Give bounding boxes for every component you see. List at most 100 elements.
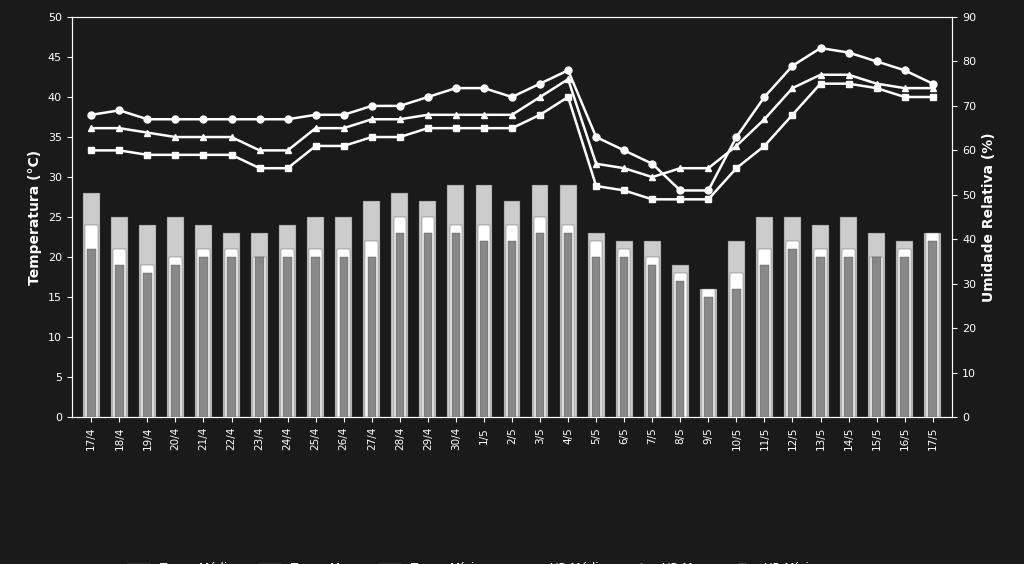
Bar [420,201,436,417]
Bar [590,241,602,417]
UR Mínima [393,134,406,140]
Bar [674,273,686,417]
UR Mínima [534,112,546,118]
UR Média [338,125,350,131]
Bar [253,257,266,417]
Bar [225,249,238,417]
UR Mínima [85,147,97,154]
Bar [534,217,547,417]
Bar [870,257,883,417]
UR Média [927,85,939,91]
Bar [900,257,909,417]
Y-axis label: Umidade Relativa (%): Umidade Relativa (%) [982,133,995,302]
Bar [475,185,493,417]
Bar [251,233,268,417]
UR Média [730,143,742,149]
UR Mínima [562,94,574,100]
UR Max [534,80,546,87]
Bar [845,257,853,417]
Bar [929,241,937,417]
Bar [227,257,236,417]
Bar [198,249,210,417]
Bar [842,249,855,417]
UR Média [562,76,574,82]
Bar [872,257,881,417]
UR Max [814,45,826,51]
Legend: Temp. Média, Temp. Max, Temp. Mínima, UR Média, UR Max, UR Mínima: Temp. Média, Temp. Max, Temp. Mínima, UR… [122,557,831,564]
UR Mínima [198,152,210,158]
UR Média [141,129,154,136]
UR Mínima [422,125,434,131]
UR Max [85,112,97,118]
UR Mínima [141,152,154,158]
UR Max [843,49,855,56]
UR Média [450,112,462,118]
UR Max [590,134,602,140]
Bar [588,233,604,417]
Bar [115,265,124,417]
UR Média [646,174,658,180]
Bar [480,241,488,417]
Bar [536,233,544,417]
UR Média [85,125,97,131]
Bar [531,185,549,417]
UR Max [198,116,210,122]
UR Mínima [843,80,855,87]
Bar [644,241,660,417]
Bar [560,185,577,417]
Bar [87,249,95,417]
UR Mínima [366,134,378,140]
Bar [562,225,574,417]
Bar [113,249,126,417]
Bar [447,185,464,417]
UR Max [338,112,350,118]
Bar [424,233,432,417]
Bar [728,241,744,417]
UR Max [309,112,322,118]
Bar [786,241,799,417]
UR Média [366,116,378,122]
UR Mínima [702,196,715,202]
UR Mínima [114,147,126,154]
Bar [504,201,520,417]
Bar [139,225,156,417]
Bar [141,265,154,417]
Bar [450,225,462,417]
UR Média [422,112,434,118]
UR Média [309,125,322,131]
Bar [814,249,826,417]
UR Mínima [225,152,238,158]
UR Média [674,165,686,171]
Bar [368,257,376,417]
UR Mínima [898,94,910,100]
Bar [196,225,212,417]
Bar [840,217,857,417]
UR Max [366,103,378,109]
Line: UR Max: UR Max [88,45,936,194]
UR Média [898,85,910,91]
Bar [111,217,128,417]
UR Mínima [618,187,631,194]
Bar [617,249,631,417]
Bar [282,249,294,417]
Bar [564,233,572,417]
Bar [925,233,941,417]
Bar [422,217,434,417]
Bar [896,241,913,417]
Bar [506,225,518,417]
Bar [477,225,490,417]
UR Max [898,67,910,74]
UR Média [198,134,210,140]
UR Média [254,147,266,154]
UR Média [478,112,490,118]
Bar [702,289,715,417]
UR Mínima [506,125,518,131]
UR Max [254,116,266,122]
Bar [280,225,296,417]
Bar [898,249,911,417]
Bar [508,241,516,417]
UR Mínima [927,94,939,100]
UR Mínima [786,112,799,118]
Y-axis label: Temperatura (°C): Temperatura (°C) [29,149,42,285]
UR Média [169,134,181,140]
